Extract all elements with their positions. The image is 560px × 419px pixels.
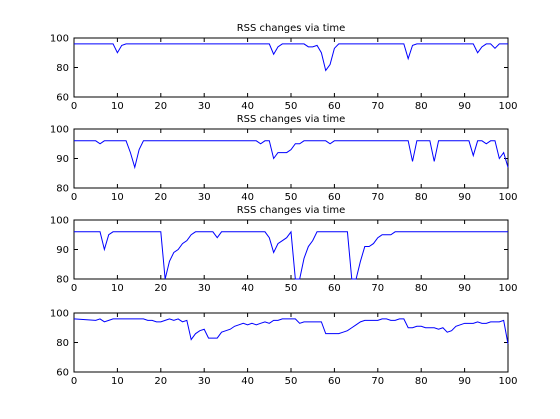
x-tick-label: 90 xyxy=(458,192,471,203)
x-tick-label: 10 xyxy=(111,376,124,387)
subplot-3: 0 10 20 30 40 50 60 70 80 90 100 80 90 100 RSS changes… xyxy=(50,205,518,294)
y-tick-label: 80 xyxy=(56,63,69,74)
x-tick-label: 20 xyxy=(154,376,167,387)
y-tick-label: 100 xyxy=(50,309,69,320)
x-tick-label: 100 xyxy=(498,376,517,387)
x-tick-label: 30 xyxy=(198,192,211,203)
y-tick-label: 80 xyxy=(56,184,69,195)
axes-box xyxy=(73,37,509,98)
x-tick-label: 70 xyxy=(371,101,384,112)
y-tick-label: 60 xyxy=(56,93,69,104)
series-line-rss xyxy=(73,318,509,345)
subplot-4: 0 10 20 30 40 50 60 70 80 90 100 60 80 100 xyxy=(50,309,518,388)
chart-title: RSS changes via time xyxy=(237,23,346,34)
y-tick-label: 60 xyxy=(56,368,69,379)
x-tick-label: 80 xyxy=(415,283,428,294)
x-tick-label: 10 xyxy=(111,283,124,294)
axes-box xyxy=(73,219,509,280)
x-tick-label: 40 xyxy=(241,101,254,112)
x-tick-label: 60 xyxy=(328,283,341,294)
chart-title: RSS changes via time xyxy=(237,114,346,125)
x-tick-label: 90 xyxy=(458,101,471,112)
x-tick-label: 50 xyxy=(285,283,298,294)
x-tick-label: 30 xyxy=(198,376,211,387)
x-tick-label: 60 xyxy=(328,101,341,112)
x-tick-label: 90 xyxy=(458,283,471,294)
x-tick-label: 70 xyxy=(371,376,384,387)
x-tick-label: 0 xyxy=(71,192,77,203)
x-tick-label: 10 xyxy=(111,192,124,203)
x-tick-label: 30 xyxy=(198,283,211,294)
series-line-rss xyxy=(74,140,509,170)
x-tick-label: 90 xyxy=(458,376,471,387)
x-tick-label: 0 xyxy=(71,101,77,112)
series-line-rss xyxy=(74,43,508,72)
y-tick-label: 80 xyxy=(56,338,69,349)
x-tick-label: 80 xyxy=(415,101,428,112)
y-tick-label: 90 xyxy=(56,154,69,165)
x-tick-label: 60 xyxy=(328,376,341,387)
chart-title: RSS changes via time xyxy=(237,205,346,216)
x-tick-label: 50 xyxy=(285,101,298,112)
x-tick-label: 30 xyxy=(198,101,211,112)
x-tick-label: 80 xyxy=(415,376,428,387)
y-tick-label: 90 xyxy=(56,245,69,256)
x-tick-label: 100 xyxy=(498,283,517,294)
x-tick-label: 20 xyxy=(154,283,167,294)
subplot-1: 0 10 20 30 40 50 60 70 80 90 100 60 80 100 RSS changes… xyxy=(50,23,518,112)
x-tick-label: 60 xyxy=(328,192,341,203)
x-tick-label: 10 xyxy=(111,101,124,112)
x-tick-label: 80 xyxy=(415,192,428,203)
y-tick-label: 80 xyxy=(56,275,69,286)
x-tick-label: 40 xyxy=(241,376,254,387)
x-tick-label: 0 xyxy=(71,283,77,294)
axes-box xyxy=(73,312,509,373)
y-tick-label: 100 xyxy=(50,216,69,227)
x-tick-label: 50 xyxy=(285,376,298,387)
x-tick-label: 100 xyxy=(498,101,517,112)
y-tick-label: 100 xyxy=(50,125,69,136)
x-tick-label: 40 xyxy=(241,283,254,294)
x-tick-label: 20 xyxy=(154,192,167,203)
x-tick-label: 40 xyxy=(241,192,254,203)
subplot-2: 0 10 20 30 40 50 60 70 80 90 100 80 90 100 RSS changes… xyxy=(50,114,518,203)
x-tick-label: 70 xyxy=(371,192,384,203)
axes-box xyxy=(73,128,509,189)
y-tick-label: 100 xyxy=(50,34,69,45)
x-tick-label: 70 xyxy=(371,283,384,294)
series-line-rss xyxy=(74,230,508,280)
x-tick-label: 100 xyxy=(498,192,517,203)
x-tick-label: 50 xyxy=(285,192,298,203)
x-tick-label: 20 xyxy=(154,101,167,112)
x-tick-label: 0 xyxy=(71,376,77,387)
